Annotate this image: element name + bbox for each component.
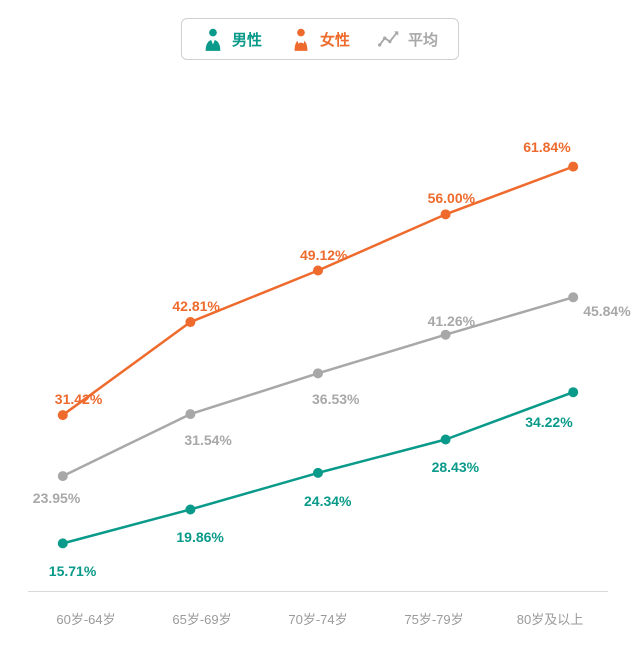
- plot-svg: [28, 100, 608, 590]
- person-male-icon: [202, 27, 224, 51]
- data-label-avg: 23.95%: [33, 490, 80, 506]
- data-label-avg: 41.26%: [428, 313, 475, 329]
- data-label-female: 56.00%: [428, 190, 475, 206]
- series-marker-female: [313, 266, 323, 276]
- series-line-avg: [63, 297, 573, 476]
- data-label-female: 49.12%: [300, 247, 347, 263]
- x-axis-label: 75岁-79岁: [376, 609, 492, 628]
- data-label-avg: 31.54%: [184, 432, 231, 448]
- series-line-male: [63, 392, 573, 543]
- series-marker-avg: [441, 330, 451, 340]
- data-label-female: 31.42%: [55, 391, 102, 407]
- data-label-male: 28.43%: [432, 459, 479, 475]
- legend-item-male[interactable]: 男性: [202, 27, 262, 51]
- data-label-male: 34.22%: [525, 414, 572, 430]
- series-marker-male: [185, 504, 195, 514]
- legend-label-avg: 平均: [408, 29, 438, 50]
- data-label-male: 24.34%: [304, 493, 351, 509]
- person-female-icon: [290, 27, 312, 51]
- x-axis-label: 80岁及以上: [492, 609, 608, 628]
- x-axis-labels: 60岁-64岁65岁-69岁70岁-74岁75岁-79岁80岁及以上: [28, 609, 608, 628]
- data-label-male: 19.86%: [176, 529, 223, 545]
- legend-item-avg[interactable]: 平均: [378, 27, 438, 51]
- series-marker-avg: [313, 368, 323, 378]
- x-axis-label: 65岁-69岁: [144, 609, 260, 628]
- series-marker-male: [441, 434, 451, 444]
- series-marker-female: [441, 209, 451, 219]
- series-marker-male: [568, 387, 578, 397]
- data-label-female: 61.84%: [523, 139, 570, 155]
- x-axis-line: [28, 591, 608, 592]
- data-label-female: 42.81%: [172, 298, 219, 314]
- x-axis-label: 70岁-74岁: [260, 609, 376, 628]
- data-label-male: 15.71%: [49, 563, 96, 579]
- legend: 男性 女性 平均: [181, 18, 459, 60]
- legend-item-female[interactable]: 女性: [290, 27, 350, 51]
- data-label-avg: 36.53%: [312, 391, 359, 407]
- series-marker-avg: [185, 409, 195, 419]
- chart-container: 男性 女性 平均: [0, 0, 640, 650]
- series-marker-male: [58, 538, 68, 548]
- series-marker-female: [58, 410, 68, 420]
- series-marker-avg: [568, 292, 578, 302]
- series-marker-avg: [58, 471, 68, 481]
- trend-icon: [378, 27, 400, 51]
- series-marker-male: [313, 468, 323, 478]
- plot-area: 31.42% 42.81% 49.12% 56.00% 61.84% 23.95% 31.5…: [28, 100, 608, 590]
- series-marker-female: [568, 162, 578, 172]
- series-marker-female: [185, 317, 195, 327]
- x-axis-label: 60岁-64岁: [28, 609, 144, 628]
- legend-label-female: 女性: [320, 29, 350, 50]
- legend-label-male: 男性: [232, 29, 262, 50]
- data-label-avg: 45.84%: [583, 303, 630, 319]
